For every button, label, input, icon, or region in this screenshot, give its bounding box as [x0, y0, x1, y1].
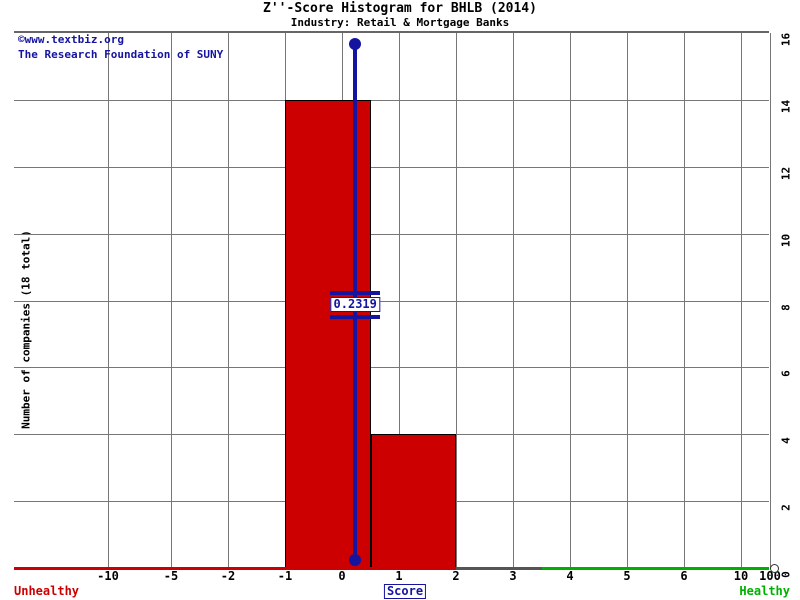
x-tick-label: -5 [163, 569, 179, 583]
y-tick-label: 8 [779, 303, 793, 311]
gridline-horizontal [14, 99, 769, 101]
gridline-horizontal [14, 367, 769, 369]
label-healthy: Healthy [739, 584, 790, 598]
x-tick-label: -2 [220, 569, 236, 583]
y-tick-label: 0 [779, 571, 793, 578]
y-tick-label: 16 [779, 32, 793, 47]
plot-area: Number of companies (18 total) 0 2 4 6 8 10 12… [14, 31, 793, 578]
y-tick-label: 6 [779, 370, 793, 378]
chart-subtitle: Industry: Retail & Mortgage Banks [290, 16, 510, 29]
score-marker-value: 0.2319 [330, 297, 380, 312]
y-tick-label: 4 [779, 437, 793, 445]
x-axis-label: Score [383, 584, 427, 599]
histogram-bar[interactable] [285, 99, 371, 568]
watermark-line-2: The Research Foundation of SUNY [18, 48, 224, 61]
x-tick-label: 2 [452, 569, 460, 583]
label-unhealthy: Unhealthy [14, 584, 80, 598]
watermark-line-1: ©www.textbiz.org [18, 33, 124, 46]
x-tick-label: 3 [509, 569, 517, 583]
marker-dot-bottom-icon [349, 554, 362, 566]
axis-end-marker-icon [770, 564, 779, 573]
x-tick-label: 5 [623, 569, 631, 583]
band-unhealthy [14, 567, 456, 570]
gridline-horizontal [14, 300, 769, 302]
y-tick-label: 14 [779, 99, 793, 113]
x-tick-label: 0 [338, 569, 346, 583]
marker-whisker-top [330, 291, 381, 295]
band-neutral [456, 567, 542, 570]
gridline-vertical [770, 33, 771, 568]
y-tick-label: 2 [779, 504, 793, 511]
y-axis-label: Number of companies (18 total) [19, 230, 33, 429]
gridline-horizontal [14, 166, 769, 168]
y-tick-label: 10 [779, 233, 793, 247]
gridline-horizontal [14, 233, 769, 235]
x-tick-label: 1 [395, 569, 403, 583]
page-title: Z''-Score Histogram for BHLB (2014) [263, 1, 537, 16]
x-tick-label: -1 [277, 569, 293, 583]
x-tick-label: -10 [97, 569, 119, 583]
x-tick-label: 10 [733, 569, 749, 583]
histogram-bar[interactable] [370, 434, 456, 568]
y-tick-label: 12 [779, 166, 793, 180]
band-healthy [541, 567, 769, 570]
x-tick-label: 4 [566, 569, 574, 583]
x-tick-label: 6 [680, 569, 688, 583]
watermark: ©www.textbiz.org The Research Foundation… [18, 32, 223, 62]
marker-whisker-bottom [330, 315, 381, 319]
